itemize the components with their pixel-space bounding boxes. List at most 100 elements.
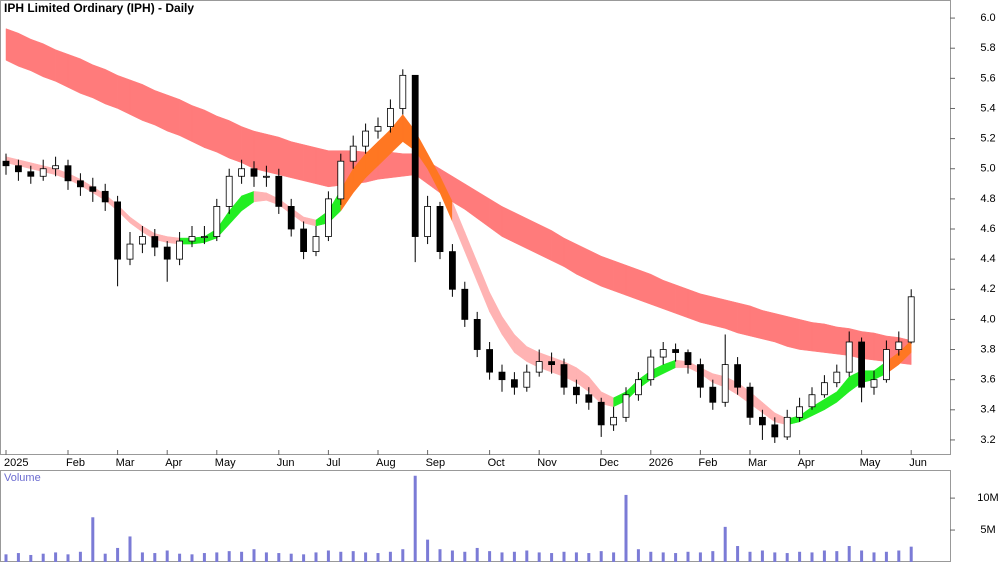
volume-bar (661, 552, 665, 562)
volume-bar (413, 475, 417, 562)
long-band (129, 79, 143, 121)
long-band (650, 273, 664, 310)
long-band (290, 141, 304, 182)
candle-body (461, 288, 469, 320)
x-tick-label: Jul (326, 457, 340, 469)
volume-bar (252, 549, 256, 562)
x-tick-label: Mar (748, 457, 767, 469)
candle-body (510, 379, 518, 388)
volume-bar (78, 551, 82, 562)
volume-bar (364, 552, 368, 562)
candle-body (759, 416, 766, 426)
long-band (117, 74, 131, 115)
x-tick-label: Aug (376, 457, 396, 469)
candle-body (126, 243, 134, 260)
volume-bar (512, 551, 516, 562)
long-band (67, 53, 81, 94)
candle-body (833, 371, 841, 384)
y-tick-label: 5.0 (980, 163, 995, 175)
volume-bar (91, 517, 95, 562)
candle-body (101, 190, 109, 203)
long-band (638, 269, 652, 305)
volume-bar (178, 553, 182, 562)
volume-bar (289, 553, 293, 562)
candle-body (2, 160, 10, 167)
x-tick-label: May (860, 457, 881, 469)
long-band (687, 288, 701, 323)
volume-bar (153, 553, 157, 562)
long-band (303, 144, 317, 185)
candle-body (188, 236, 196, 242)
candle-body (870, 379, 878, 388)
long-band (625, 264, 639, 301)
long-band (514, 212, 528, 249)
candle-body (27, 171, 35, 177)
y-tick-label: 4.8 (980, 193, 995, 205)
candle-body (362, 130, 370, 147)
candle-body (300, 228, 308, 253)
volume-bar (351, 551, 355, 562)
y-tick-label: 3.6 (980, 374, 995, 386)
long-band (216, 115, 230, 159)
candle-body (436, 206, 444, 253)
y-tick-label: 4.4 (980, 253, 995, 265)
candle-body (374, 126, 382, 132)
long-band (5, 28, 19, 67)
volume-bar (636, 549, 640, 562)
volume-bar (54, 552, 58, 562)
candle-body (895, 341, 903, 350)
long-band (786, 316, 800, 350)
long-band (390, 151, 404, 179)
candle-body (337, 160, 345, 200)
x-tick-label: Apr (798, 457, 815, 469)
candle-body (473, 319, 481, 350)
long-band (824, 323, 838, 355)
candle-body (721, 364, 729, 403)
y-tick-label: 4.6 (980, 223, 995, 235)
volume-bar (314, 552, 318, 562)
x-tick-label: Jun (909, 457, 927, 469)
candle-body (349, 145, 357, 162)
volume-bar (686, 551, 690, 562)
volume-bar (835, 551, 839, 562)
plot-layer: 3.2 3.4 3.6 3.8 4.0 4.2 4.4 4.6 4.8 5.0 5.2 5.4 5.6 5… (2, 12, 999, 562)
long-band (154, 90, 168, 132)
volume-bar (4, 554, 8, 562)
volume-bar (612, 552, 616, 562)
x-tick-label: 2026 (649, 457, 673, 469)
volume-bar (748, 551, 752, 562)
long-band (204, 109, 218, 153)
volume-bar (711, 551, 715, 562)
volume-bar (339, 551, 343, 562)
long-band (737, 302, 751, 337)
volume-bar (624, 494, 628, 562)
candle-body (858, 341, 865, 388)
candle-body (647, 356, 655, 381)
candle-body (573, 386, 580, 396)
candle-body (275, 175, 283, 207)
candle-body (635, 379, 642, 396)
volume-bar (773, 552, 777, 562)
volume-bar (649, 551, 653, 562)
volume-bar (215, 552, 219, 562)
candle-body (548, 361, 555, 366)
candle-body (845, 341, 853, 373)
y-tick-label: 3.2 (980, 434, 995, 446)
volume-bar (574, 552, 578, 562)
volume-bar (277, 553, 281, 562)
volume-bar (165, 550, 169, 562)
long-band (799, 319, 813, 352)
candle-body (411, 74, 419, 237)
long-band (315, 147, 329, 188)
volume-tick-label: 10M (977, 492, 998, 504)
volume-bar (760, 550, 764, 562)
volume-bar (426, 539, 430, 562)
volume-bar (463, 551, 467, 562)
candle-body (585, 394, 593, 403)
candle-body (448, 251, 456, 290)
candle-body (771, 424, 779, 438)
candle-body (560, 364, 568, 388)
long-band (18, 32, 32, 72)
candle-body (907, 296, 915, 343)
